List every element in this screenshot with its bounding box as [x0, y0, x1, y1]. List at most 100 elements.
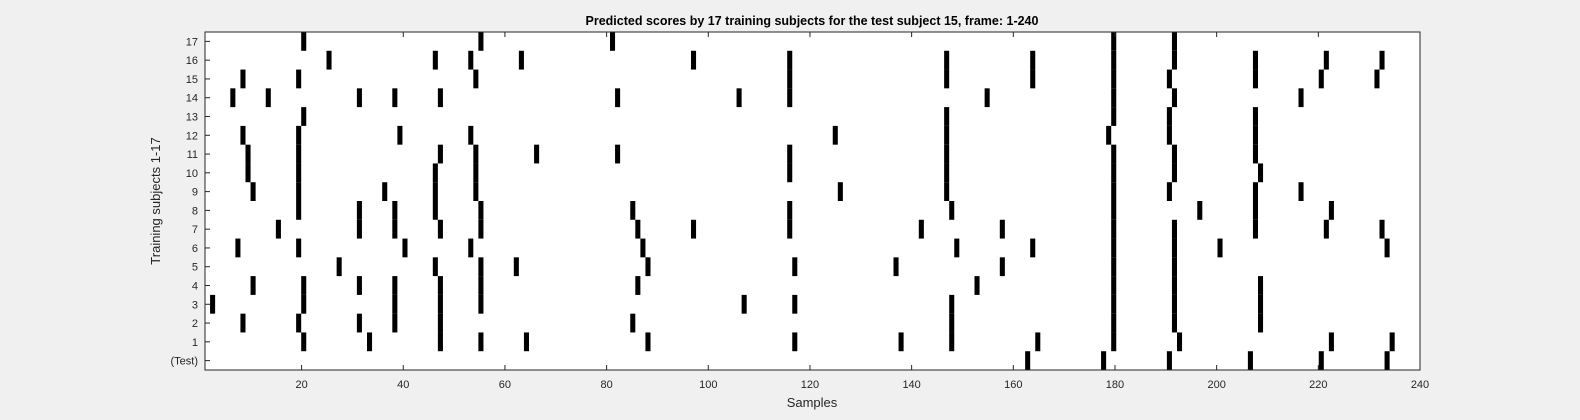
x-tick-label: 140 — [902, 379, 920, 391]
mark — [1171, 163, 1177, 183]
mark — [432, 182, 438, 201]
mark — [1252, 182, 1258, 201]
mark — [296, 201, 302, 220]
mark — [1111, 69, 1117, 89]
y-tick-label: 12 — [186, 130, 198, 142]
mark — [392, 276, 398, 295]
row-7 — [275, 219, 1385, 239]
mark — [478, 219, 484, 239]
mark — [918, 219, 924, 239]
mark — [787, 69, 793, 89]
mark — [437, 294, 443, 314]
mark — [1171, 276, 1177, 295]
mark — [1035, 332, 1041, 352]
mark — [1171, 219, 1177, 239]
mark — [832, 125, 838, 145]
mark — [645, 332, 651, 352]
x-axis: 20 40 60 80 100 120 140 160 180 200 220 240 — [295, 32, 1429, 391]
x-tick-label: 180 — [1106, 379, 1124, 391]
y-tick-label: 17 — [186, 36, 198, 48]
mark — [949, 313, 955, 333]
mark — [326, 50, 332, 70]
y-tick-label: 9 — [192, 187, 198, 199]
mark — [402, 238, 408, 258]
mark — [787, 88, 793, 108]
x-tick-label: 120 — [801, 379, 819, 391]
mark — [630, 313, 636, 333]
mark — [999, 257, 1005, 277]
mark — [1318, 69, 1324, 89]
mark — [478, 294, 484, 314]
mark — [837, 182, 843, 201]
mark — [296, 69, 302, 89]
x-tick-label: 60 — [499, 379, 511, 391]
mark — [944, 50, 950, 70]
mark — [1379, 50, 1385, 70]
mark — [1177, 332, 1183, 352]
mark — [615, 144, 621, 164]
x-tick-label: 40 — [397, 379, 409, 391]
mark — [984, 88, 990, 108]
mark — [356, 276, 362, 295]
row-9 — [250, 182, 1304, 201]
mark — [437, 332, 443, 352]
mark — [645, 257, 651, 277]
mark — [392, 313, 398, 333]
mark — [1197, 201, 1203, 220]
mark — [1111, 163, 1117, 183]
mark — [787, 163, 793, 183]
mark — [235, 238, 241, 258]
mark — [1258, 313, 1264, 333]
mark — [240, 313, 246, 333]
mark — [1384, 351, 1390, 370]
mark — [630, 201, 636, 220]
plot-area — [205, 32, 1420, 370]
mark — [1389, 332, 1395, 352]
mark — [356, 313, 362, 333]
row-3 — [210, 294, 1264, 314]
mark — [296, 163, 302, 183]
x-tick-label: 160 — [1004, 379, 1022, 391]
row-13 — [301, 107, 1258, 126]
mark — [949, 332, 955, 352]
mark — [478, 201, 484, 220]
mark — [392, 219, 398, 239]
row-17 — [301, 32, 1177, 51]
x-tick-label: 240 — [1411, 379, 1429, 391]
row-10 — [245, 163, 1264, 183]
mark — [1171, 50, 1177, 70]
mark — [1111, 294, 1117, 314]
mark — [1025, 351, 1031, 370]
row-2 — [240, 313, 1264, 333]
mark — [1379, 219, 1385, 239]
mark — [1258, 163, 1264, 183]
mark — [473, 182, 479, 201]
mark — [1252, 144, 1258, 164]
mark — [1171, 313, 1177, 333]
mark — [473, 163, 479, 183]
mark — [635, 219, 641, 239]
row-8 — [296, 201, 1334, 220]
mark — [1111, 313, 1117, 333]
mark — [1166, 69, 1172, 89]
row-15 — [240, 69, 1380, 89]
mark — [240, 125, 246, 145]
y-axis-label: Training subjects 1-17 — [148, 137, 163, 264]
mark — [210, 294, 216, 314]
mark — [1374, 69, 1380, 89]
mark — [640, 238, 646, 258]
mark — [1384, 238, 1390, 258]
mark — [301, 276, 307, 295]
mark — [893, 257, 899, 277]
mark — [432, 163, 438, 183]
mark — [432, 201, 438, 220]
y-tick-label: 8 — [192, 205, 198, 217]
mark — [736, 88, 742, 108]
mark — [1111, 32, 1117, 51]
mark — [1111, 257, 1117, 277]
row-test — [1025, 351, 1390, 370]
mark — [265, 88, 271, 108]
mark — [792, 257, 798, 277]
mark — [356, 201, 362, 220]
